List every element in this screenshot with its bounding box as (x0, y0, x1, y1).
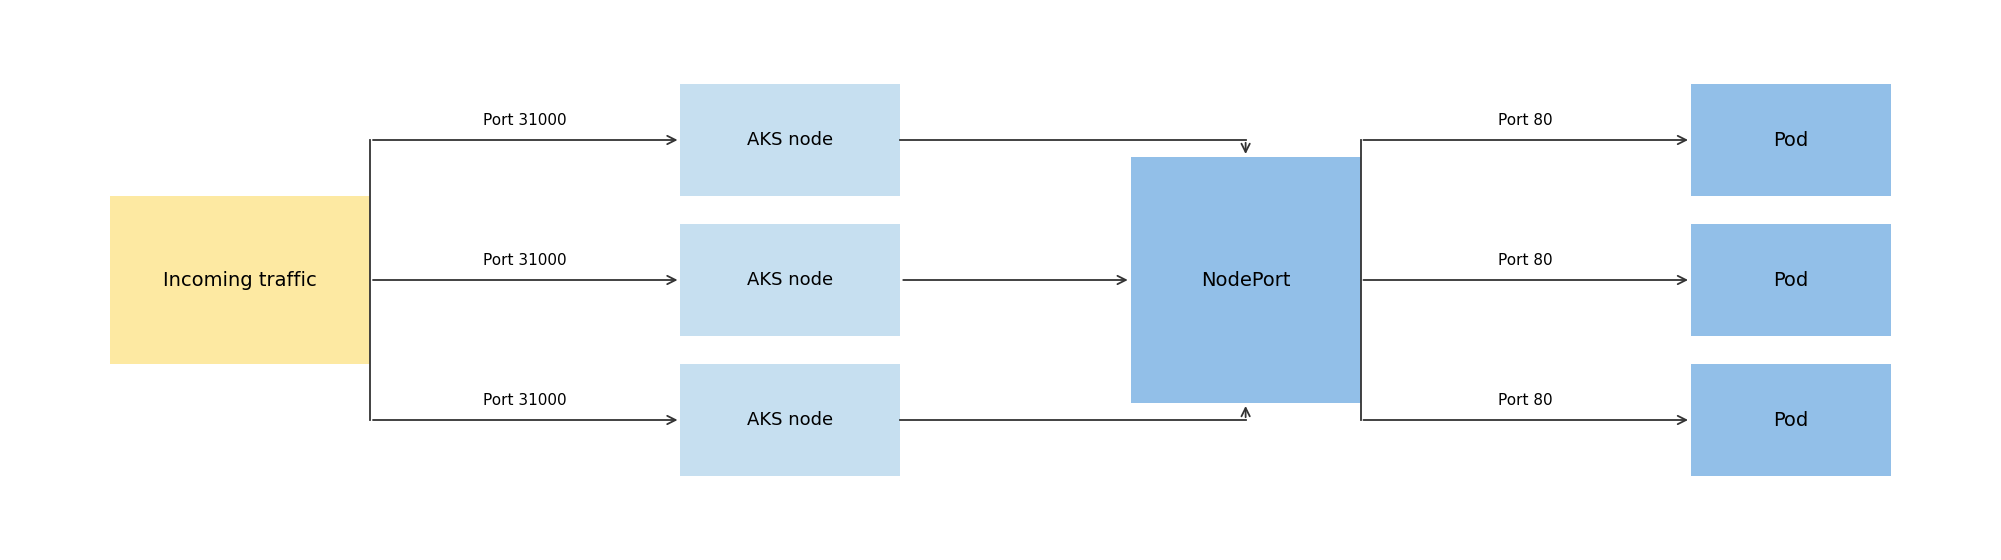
Text: Pod: Pod (1773, 410, 1809, 430)
FancyBboxPatch shape (1691, 84, 1891, 196)
Text: Port 31000: Port 31000 (484, 113, 566, 128)
Text: Port 31000: Port 31000 (484, 253, 566, 268)
Text: Pod: Pod (1773, 270, 1809, 290)
FancyBboxPatch shape (680, 364, 900, 476)
FancyBboxPatch shape (1691, 364, 1891, 476)
Text: Port 80: Port 80 (1499, 253, 1553, 268)
FancyBboxPatch shape (1131, 157, 1361, 403)
Text: NodePort: NodePort (1201, 270, 1291, 290)
FancyBboxPatch shape (110, 196, 370, 364)
Text: AKS node: AKS node (746, 271, 834, 289)
Text: Pod: Pod (1773, 130, 1809, 150)
FancyBboxPatch shape (680, 224, 900, 336)
Text: AKS node: AKS node (746, 411, 834, 429)
FancyBboxPatch shape (1691, 224, 1891, 336)
Text: Port 80: Port 80 (1499, 393, 1553, 408)
FancyBboxPatch shape (680, 84, 900, 196)
Text: Port 31000: Port 31000 (484, 393, 566, 408)
Text: Port 80: Port 80 (1499, 113, 1553, 128)
Text: Incoming traffic: Incoming traffic (164, 270, 316, 290)
Text: AKS node: AKS node (746, 131, 834, 149)
